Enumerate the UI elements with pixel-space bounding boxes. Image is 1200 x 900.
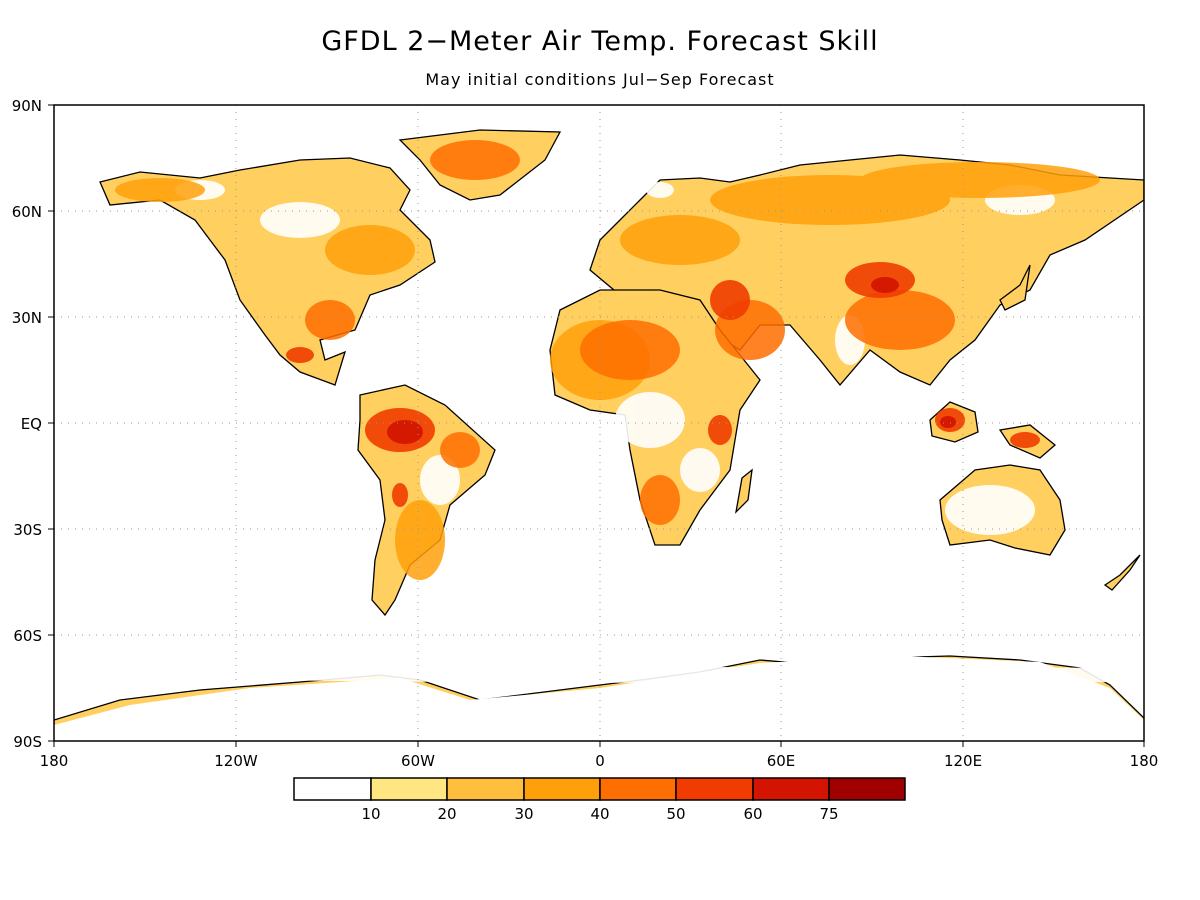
lon-label: 120W (214, 752, 258, 770)
gridlines (54, 105, 1144, 741)
chart-title: GFDL 2−Meter Air Temp. Forecast Skill (321, 26, 879, 57)
legend-label: 10 (361, 805, 380, 823)
legend-swatch (523, 777, 601, 801)
chart-subtitle: May initial conditions Jul−Sep Forecast (425, 70, 775, 89)
legend-swatch (446, 777, 525, 801)
skill-patches (54, 140, 1144, 741)
lon-label: 120E (944, 752, 982, 770)
legend-label: 40 (590, 805, 609, 823)
legend-label: 75 (819, 805, 838, 823)
axis-ticks (48, 104, 1145, 747)
legend-swatch (828, 777, 906, 801)
land-new-zealand (1103, 554, 1141, 591)
land-japan (999, 264, 1031, 311)
legend-swatch (293, 777, 372, 801)
lat-label: 60S (13, 627, 42, 645)
color-legend: 10 20 30 40 50 60 75 (293, 777, 906, 823)
legend-swatch (675, 777, 754, 801)
lat-label: 90S (13, 733, 42, 751)
legend-swatch (370, 777, 448, 801)
lon-label: 0 (595, 752, 605, 770)
lon-label: 180 (1130, 752, 1159, 770)
legend-label: 20 (437, 805, 456, 823)
lat-label: EQ (21, 415, 42, 433)
legend-label: 60 (743, 805, 762, 823)
legend-swatch (752, 777, 830, 801)
lat-label: 30N (12, 309, 42, 327)
lon-label: 180 (40, 752, 69, 770)
legend-swatch (599, 777, 677, 801)
lon-labels: 180 120W 60W 0 60E 120E 180 (40, 752, 1159, 770)
lat-label: 90N (12, 97, 42, 115)
landmasses (54, 129, 1144, 741)
lon-label: 60W (401, 752, 435, 770)
map-layer (54, 105, 1144, 741)
legend-label: 30 (514, 805, 533, 823)
land-madagascar (735, 468, 753, 514)
lat-labels: 90N 60N 30N EQ 30S 60S 90S (12, 97, 42, 751)
lon-label: 60E (767, 752, 796, 770)
legend-label: 50 (666, 805, 685, 823)
lat-label: 60N (12, 203, 42, 221)
lat-label: 30S (13, 521, 42, 539)
